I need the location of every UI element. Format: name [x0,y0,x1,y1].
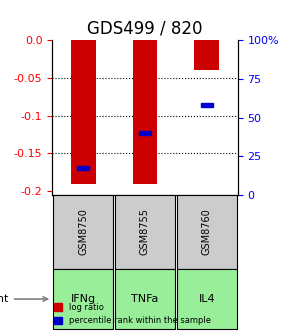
Text: TNFa: TNFa [131,294,159,304]
Text: IL4: IL4 [199,294,215,304]
FancyBboxPatch shape [115,195,175,269]
Bar [201,103,213,107]
Legend: log ratio, percentile rank within the sample: log ratio, percentile rank within the sa… [50,300,214,329]
Title: GDS499 / 820: GDS499 / 820 [87,19,203,37]
Text: IFNg: IFNg [70,294,96,304]
FancyBboxPatch shape [53,195,113,269]
Text: agent: agent [0,294,48,304]
Bar [195,40,219,71]
Text: GSM8755: GSM8755 [140,208,150,255]
FancyBboxPatch shape [177,195,237,269]
Bar [139,131,151,135]
FancyBboxPatch shape [177,269,237,329]
Bar [77,166,89,170]
Text: GSM8760: GSM8760 [202,208,212,255]
Text: GSM8750: GSM8750 [78,208,88,255]
Bar [71,40,95,183]
Bar [133,40,157,183]
FancyBboxPatch shape [53,269,113,329]
FancyBboxPatch shape [115,269,175,329]
